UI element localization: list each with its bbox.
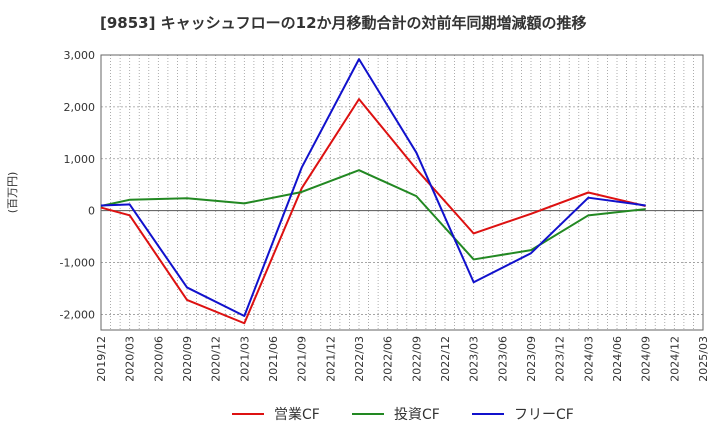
x-tick-label: 2023/09 xyxy=(525,336,538,382)
x-tick-label: 2022/09 xyxy=(410,336,423,382)
legend-label: 投資CF xyxy=(394,407,440,423)
x-tick-label: 2023/03 xyxy=(468,336,481,382)
legend-label: フリーCF xyxy=(514,407,574,423)
x-tick-label: 2022/12 xyxy=(439,336,452,382)
x-tick-label: 2020/03 xyxy=(124,336,137,382)
x-tick-label: 2020/09 xyxy=(181,336,194,382)
x-tick-label: 2022/03 xyxy=(353,336,366,382)
y-tick-label: -1,000 xyxy=(60,257,95,270)
y-tick-label: 1,000 xyxy=(64,153,96,166)
chart-title: [9853] キャッシュフローの12か月移動合計の対前年同期増減額の推移 xyxy=(100,14,587,32)
legend-label: 営業CF xyxy=(274,407,320,423)
y-tick-label: 0 xyxy=(88,205,95,218)
x-tick-label: 2023/12 xyxy=(554,336,567,382)
plot-border xyxy=(100,54,704,331)
series-line-1 xyxy=(100,98,646,325)
y-tick-label: -2,000 xyxy=(60,308,95,321)
x-tick-label: 2024/12 xyxy=(668,336,681,382)
x-tick-label: 2021/03 xyxy=(238,336,251,382)
y-axis-label: (百万円) xyxy=(6,172,19,214)
x-tick-label: 2025/03 xyxy=(697,336,710,382)
y-tick-label: 3,000 xyxy=(64,49,96,62)
x-tick-label: 2024/06 xyxy=(611,336,624,382)
x-tick-label: 2021/09 xyxy=(296,336,309,382)
plot-area xyxy=(101,55,703,330)
series-line-2 xyxy=(100,169,646,261)
x-tick-label: 2019/12 xyxy=(95,336,108,382)
x-tick-label: 2022/06 xyxy=(382,336,395,382)
x-tick-label: 2020/12 xyxy=(210,336,223,382)
x-tick-label: 2024/09 xyxy=(640,336,653,382)
x-tick-label: 2021/12 xyxy=(324,336,337,382)
y-tick-label: 2,000 xyxy=(64,101,96,114)
x-tick-label: 2021/06 xyxy=(267,336,280,382)
x-tick-label: 2023/06 xyxy=(496,336,509,382)
x-tick-label: 2024/03 xyxy=(582,336,595,382)
x-tick-label: 2020/06 xyxy=(152,336,165,382)
series-line-3 xyxy=(100,58,646,317)
